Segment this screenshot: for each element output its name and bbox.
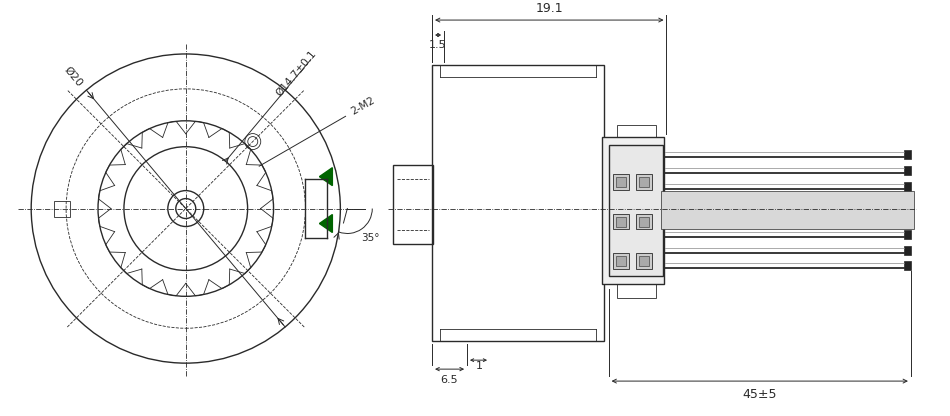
Text: 2-M2: 2-M2 xyxy=(350,96,376,117)
Bar xyxy=(617,125,656,137)
Text: 19.1: 19.1 xyxy=(536,2,563,15)
Text: Ø20: Ø20 xyxy=(63,65,85,89)
Polygon shape xyxy=(319,215,332,233)
Bar xyxy=(903,230,911,240)
Bar xyxy=(616,177,626,187)
Bar xyxy=(636,253,652,270)
Bar xyxy=(616,217,626,226)
Bar xyxy=(613,253,629,270)
Bar xyxy=(638,217,649,226)
Bar xyxy=(636,173,652,190)
Bar xyxy=(601,137,664,285)
Bar xyxy=(638,256,649,266)
Text: 45±5: 45±5 xyxy=(743,388,777,401)
Bar xyxy=(432,65,603,341)
Text: 35°: 35° xyxy=(361,233,380,243)
Bar xyxy=(616,256,626,266)
Bar xyxy=(613,173,629,190)
Bar xyxy=(903,166,911,175)
Bar xyxy=(660,191,914,230)
Text: 1.5: 1.5 xyxy=(429,40,446,50)
Text: Ø14.7±0.1: Ø14.7±0.1 xyxy=(274,48,318,98)
Bar xyxy=(54,201,70,217)
Bar xyxy=(609,145,663,276)
Text: 1: 1 xyxy=(476,361,483,371)
Bar xyxy=(613,213,629,230)
Bar xyxy=(638,177,649,187)
Bar xyxy=(617,285,656,298)
Bar xyxy=(393,165,433,245)
Bar xyxy=(636,213,652,230)
Bar xyxy=(903,261,911,270)
Bar xyxy=(903,246,911,255)
Bar xyxy=(903,182,911,191)
Polygon shape xyxy=(319,168,332,186)
Bar xyxy=(903,150,911,158)
Text: 6.5: 6.5 xyxy=(440,375,458,385)
